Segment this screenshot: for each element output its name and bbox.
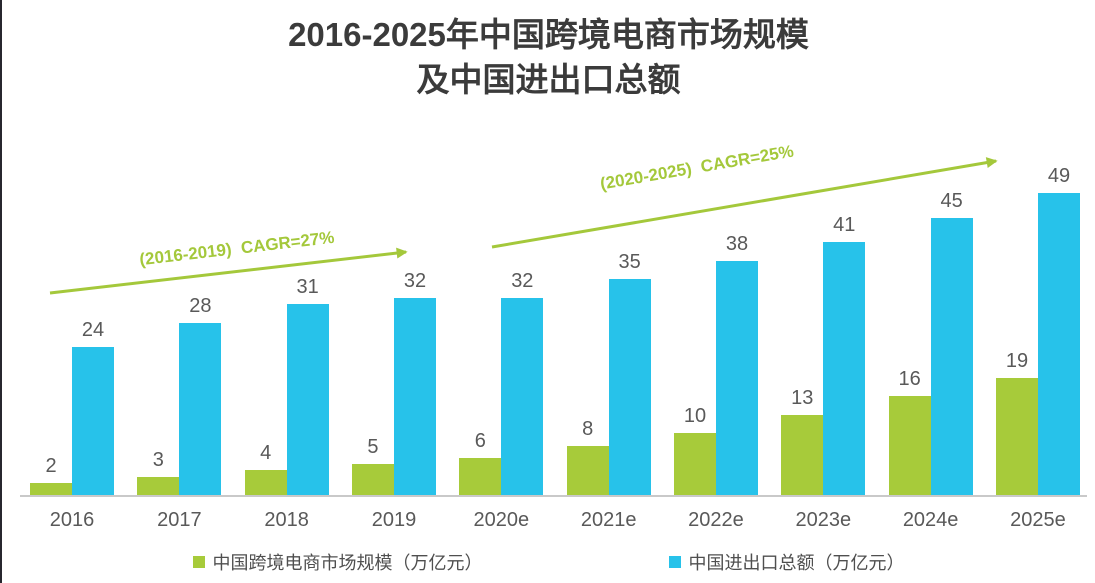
bar-group-2018: 4 31 xyxy=(244,150,329,495)
bar-value-label: 38 xyxy=(725,232,749,255)
legend-label-market-size: 中国跨境电商市场规模（万亿元） xyxy=(212,553,483,573)
x-axis-label: 2021e xyxy=(580,509,637,531)
bar-value-label: 35 xyxy=(618,251,641,274)
bar xyxy=(30,482,72,495)
legend-item-import-export: 中国进出口总额（万亿元） xyxy=(668,549,905,575)
bar xyxy=(673,433,716,495)
x-axis-label: 2024e xyxy=(902,509,959,531)
bar-value-label: 31 xyxy=(296,276,319,299)
bar xyxy=(501,297,544,495)
bar xyxy=(715,260,758,495)
bar xyxy=(995,377,1038,495)
bar-group-2021e: 8 35 xyxy=(566,150,651,495)
bar-col: 8 xyxy=(566,150,609,495)
bar-value-label: 4 xyxy=(260,442,272,465)
bar-col: 3 xyxy=(137,150,180,495)
bar-value-label: 45 xyxy=(940,189,963,212)
bar-col: 38 xyxy=(715,150,758,495)
bar-value-label: 19 xyxy=(1005,349,1029,372)
bar-col: 35 xyxy=(608,150,651,495)
bar-value-label: 32 xyxy=(511,269,534,292)
bar xyxy=(393,297,436,495)
legend-item-market-size: 中国跨境电商市场规模（万亿元） xyxy=(192,549,483,575)
bar-col: 49 xyxy=(1037,150,1080,495)
x-axis-label: 2023e xyxy=(795,509,852,531)
bar-col: 45 xyxy=(930,150,973,495)
bar-value-label: 2 xyxy=(45,454,57,477)
bar-value-label: 32 xyxy=(403,269,427,292)
bar-col: 16 xyxy=(888,150,931,495)
bar xyxy=(351,464,394,495)
bar-col: 32 xyxy=(393,150,436,495)
x-axis-label: 2019 xyxy=(371,509,417,531)
bar-value-label: 41 xyxy=(833,214,856,237)
bar-value-label: 13 xyxy=(791,386,814,409)
bar-value-label: 8 xyxy=(582,417,594,440)
bar-col: 28 xyxy=(179,150,222,495)
bar-value-label: 49 xyxy=(1047,165,1071,188)
bar-group-2024e: 16 45 xyxy=(888,150,973,495)
legend-swatch-blue xyxy=(668,556,681,568)
bar xyxy=(888,396,931,495)
bar-value-label: 24 xyxy=(81,319,105,342)
bar-value-label: 3 xyxy=(152,448,164,471)
bar-col: 2 xyxy=(30,150,72,495)
x-axis-labels: 2016 2017 2018 2019 2020e 2021e 2022e 2023e 2024… xyxy=(30,509,1080,532)
x-axis-line xyxy=(20,495,1087,497)
bar-value-label: 16 xyxy=(898,368,921,391)
bar-group-2019: 5 32 xyxy=(351,150,436,495)
x-axis-label: 2018 xyxy=(264,509,309,531)
bar xyxy=(823,242,866,495)
bar xyxy=(286,304,329,495)
x-axis-label: 2025e xyxy=(1010,509,1066,531)
bar-value-label: 5 xyxy=(367,436,379,459)
x-axis-label: 2022e xyxy=(688,509,744,531)
chart-title-line1: 2016-2025年中国跨境电商市场规模 xyxy=(288,16,809,53)
x-axis-label: 2017 xyxy=(157,509,202,531)
bar-col: 24 xyxy=(72,150,114,495)
bar xyxy=(608,279,651,495)
x-axis-label: 2016 xyxy=(49,509,95,531)
bar-value-label: 10 xyxy=(683,405,707,428)
bar-col: 6 xyxy=(459,150,502,495)
plot-area: 2 24 3 28 4 31 5 32 6 32 8 35 10 38 13 41 16 45 19 49 xyxy=(30,150,1080,495)
bar-col: 13 xyxy=(781,150,824,495)
bar xyxy=(179,322,222,495)
bar xyxy=(781,414,824,495)
x-axis-label: 2020e xyxy=(473,509,530,531)
legend-label-import-export: 中国进出口总额（万亿元） xyxy=(688,553,905,573)
bar-group-2020e: 6 32 xyxy=(459,150,544,495)
chart-title-line2: 及中国进出口总额 xyxy=(416,60,681,98)
bar xyxy=(459,458,502,495)
bar-col: 41 xyxy=(823,150,866,495)
bar xyxy=(137,476,180,495)
bar-value-label: 6 xyxy=(474,430,486,453)
bar-col: 5 xyxy=(351,150,394,495)
bar-group-2023e: 13 41 xyxy=(781,150,866,495)
bar-group-2017: 3 28 xyxy=(137,150,222,495)
bar-value-label: 28 xyxy=(189,294,212,317)
bar xyxy=(566,445,609,495)
bar xyxy=(244,470,287,495)
legend: 中国跨境电商市场规模（万亿元） 中国进出口总额（万亿元） xyxy=(2,549,1095,575)
bar-group-2025e: 19 49 xyxy=(995,150,1080,495)
bar-col: 31 xyxy=(286,150,329,495)
chart-title: 2016-2025年中国跨境电商市场规模 及中国进出口总额 xyxy=(2,13,1095,102)
bar-col: 10 xyxy=(673,150,716,495)
bar xyxy=(1037,193,1080,495)
bar xyxy=(930,217,973,495)
bar xyxy=(72,347,114,495)
bar-group-2022e: 10 38 xyxy=(673,150,758,495)
legend-swatch-green xyxy=(192,556,205,568)
bar-group-2016: 2 24 xyxy=(30,150,114,495)
bar-col: 32 xyxy=(501,150,544,495)
bar-col: 19 xyxy=(995,150,1038,495)
bar-col: 4 xyxy=(244,150,287,495)
